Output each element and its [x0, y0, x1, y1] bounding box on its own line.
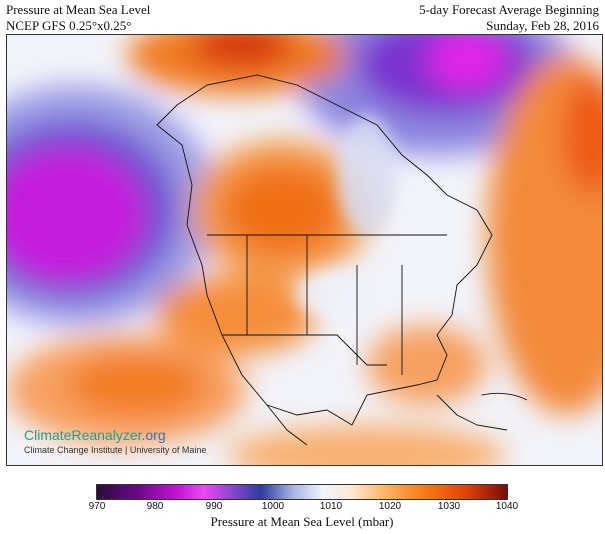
branding: ClimateReanalyzer.org Climate Change Ins… — [24, 427, 206, 455]
brand-domain: .org — [141, 427, 166, 443]
colorbar-tick: 970 — [88, 501, 106, 512]
colorbar: 970 980 990 1000 1010 1020 1030 1040 — [89, 484, 518, 515]
colorbar-tick: 1020 — [378, 501, 402, 512]
forecast-date: Sunday, Feb 28, 2016 — [486, 18, 599, 33]
colorbar-tick: 1010 — [319, 501, 343, 512]
colorbar-label: Pressure at Mean Sea Level (mbar) — [210, 514, 394, 529]
brand-logo-text: ClimateReanalyzer.org — [24, 427, 206, 443]
colorbar-gradient — [96, 484, 508, 500]
brand-subtitle: Climate Change Institute | University of… — [24, 445, 207, 455]
pressure-map-graphic — [7, 35, 602, 465]
colorbar-tick: 1030 — [437, 501, 461, 512]
model-name: NCEP GFS 0.25°x0.25° — [6, 18, 132, 33]
forecast-description: 5-day Forecast Average Beginning — [419, 2, 599, 17]
brand-name: ClimateReanalyzer — [24, 427, 142, 443]
colorbar-tick: 1000 — [261, 501, 285, 512]
colorbar-ticks: 970 980 990 1000 1010 1020 1030 1040 — [89, 501, 518, 515]
colorbar-tick: 1040 — [495, 501, 519, 512]
forecast-block: 5-day Forecast Average Beginning Sunday,… — [419, 2, 599, 34]
title-block: Pressure at Mean Sea Level NCEP GFS 0.25… — [6, 2, 150, 34]
pressure-map — [6, 34, 603, 466]
colorbar-tick: 990 — [205, 501, 223, 512]
colorbar-tick: 980 — [146, 501, 164, 512]
map-title: Pressure at Mean Sea Level — [6, 2, 151, 17]
